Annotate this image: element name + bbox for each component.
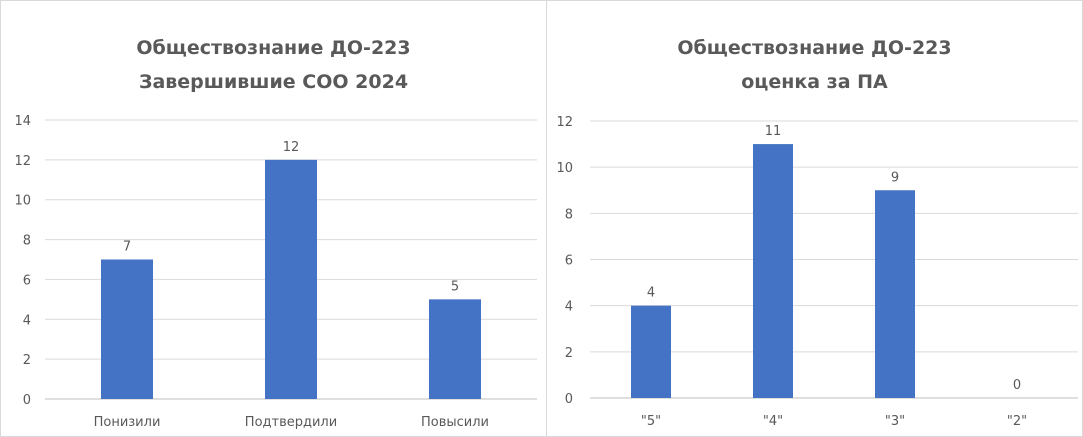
bar xyxy=(753,144,793,398)
data-label: 5 xyxy=(451,279,459,294)
bar-chart-grades: 0 2 4 6 8 10 12 4 "5" 11 "4" 9 "3" 0 "2" xyxy=(556,115,1078,429)
x-tick-label: Повысили xyxy=(421,415,489,430)
chart-subtitle: оценка за ПА xyxy=(741,71,888,93)
x-tick-label: "4" xyxy=(763,414,783,429)
x-tick-label: Понизили xyxy=(94,415,161,430)
y-tick-label: 12 xyxy=(14,154,31,169)
x-tick-label: "2" xyxy=(1007,414,1027,429)
y-tick-label: 2 xyxy=(565,346,573,361)
chart-subtitle: Завершившие СОО 2024 xyxy=(138,71,409,93)
data-label: 9 xyxy=(891,170,899,185)
bar xyxy=(875,190,915,398)
chart-title: Обществознание ДО-223 xyxy=(136,37,411,59)
y-tick-label: 10 xyxy=(556,161,573,176)
y-tick-label: 0 xyxy=(565,392,573,407)
y-tick-label: 14 xyxy=(14,114,31,129)
data-label: 4 xyxy=(647,286,655,301)
chart-panel-right: Обществознание ДО-223 оценка за ПА 0 2 4 6 8… xyxy=(547,0,1083,437)
chart-title: Обществознание ДО-223 xyxy=(677,37,952,59)
y-tick-label: 0 xyxy=(23,393,31,408)
data-label: 7 xyxy=(123,240,131,255)
data-label: 12 xyxy=(283,140,300,155)
y-tick-label: 12 xyxy=(556,115,573,130)
data-label: 11 xyxy=(765,124,782,139)
y-tick-label: 8 xyxy=(23,234,31,249)
bar-chart-graduates: 0 2 4 6 8 10 12 14 7 Понизили 12 Подтвердили 5 Повыси… xyxy=(14,114,537,430)
data-label: 0 xyxy=(1013,378,1021,393)
x-tick-label: Подтвердили xyxy=(245,415,337,430)
x-tick-label: "5" xyxy=(641,414,661,429)
y-tick-label: 4 xyxy=(23,313,31,328)
y-tick-label: 10 xyxy=(14,194,31,209)
bar xyxy=(631,305,671,398)
y-tick-label: 2 xyxy=(23,353,31,368)
y-tick-label: 6 xyxy=(23,273,31,288)
bar xyxy=(101,259,153,399)
bar xyxy=(429,299,481,399)
y-tick-label: 8 xyxy=(565,207,573,222)
x-tick-label: "3" xyxy=(885,414,905,429)
y-tick-label: 6 xyxy=(565,254,573,269)
bar xyxy=(265,159,317,399)
y-tick-label: 4 xyxy=(565,300,573,315)
chart-panel-left: Обществознание ДО-223 Завершившие СОО 20… xyxy=(0,0,547,437)
